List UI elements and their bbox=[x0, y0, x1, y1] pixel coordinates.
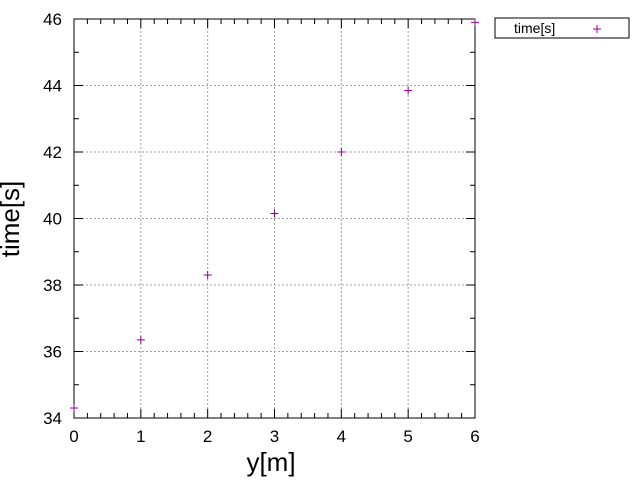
x-tick-label: 6 bbox=[470, 427, 479, 446]
y-tick-label: 40 bbox=[43, 210, 62, 229]
x-axis-title: y[m] bbox=[246, 447, 295, 477]
x-tick-label: 4 bbox=[337, 427, 346, 446]
x-tick-label: 3 bbox=[270, 427, 279, 446]
data-point bbox=[70, 404, 78, 413]
data-point bbox=[404, 86, 413, 95]
data-point bbox=[471, 18, 479, 27]
legend-box bbox=[494, 17, 630, 39]
legend-plus-mark bbox=[593, 25, 601, 33]
legend: time[s] bbox=[494, 17, 630, 39]
legend-label: time[s] bbox=[514, 20, 555, 36]
data-point bbox=[337, 148, 346, 156]
minor-ticks bbox=[74, 19, 475, 418]
y-tick-label: 44 bbox=[43, 77, 62, 96]
grid-lines bbox=[74, 19, 475, 418]
x-tick-label: 5 bbox=[403, 427, 412, 446]
y-tick-label: 36 bbox=[43, 343, 62, 362]
x-tick-label: 0 bbox=[69, 427, 78, 446]
data-point bbox=[136, 335, 145, 344]
x-tick-labels: 0 1 2 3 4 5 6 bbox=[69, 427, 479, 446]
x-tick-label: 2 bbox=[203, 427, 212, 446]
legend-marker bbox=[593, 25, 601, 33]
data-point bbox=[203, 271, 212, 280]
plot-frame bbox=[73, 18, 476, 419]
y-tick-label: 34 bbox=[43, 409, 62, 428]
y-tick-label: 42 bbox=[43, 143, 62, 162]
x-tick-label: 1 bbox=[136, 427, 145, 446]
data-point bbox=[270, 209, 279, 218]
y-tick-label: 46 bbox=[43, 10, 62, 29]
data-points bbox=[70, 18, 479, 413]
y-tick-label: 38 bbox=[43, 276, 62, 295]
y-tick-labels: 34 36 38 40 42 44 46 bbox=[43, 10, 62, 428]
y-axis-title: time[s] bbox=[0, 181, 25, 258]
